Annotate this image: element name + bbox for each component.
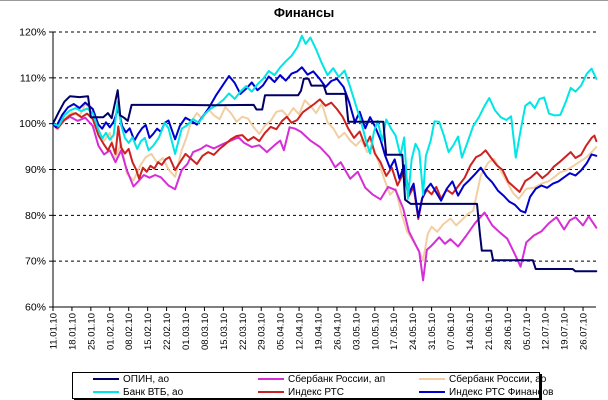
- series-line-4: [52, 66, 598, 219]
- x-tick-label: 28.06.10: [503, 313, 514, 350]
- x-tick-label: 11.01.10: [49, 313, 60, 349]
- x-tick-label: 25.01.10: [86, 313, 97, 350]
- x-tick-label: 17.05.10: [389, 313, 400, 350]
- y-tick-label: 70%: [25, 256, 46, 268]
- legend-label: Сбербанк России, ао: [449, 373, 547, 385]
- series-line-2: [52, 115, 598, 282]
- chart-title: Финансы: [273, 5, 335, 20]
- x-tick-label: 07.06.10: [446, 313, 457, 350]
- x-tick-label: 15.02.10: [143, 313, 154, 350]
- legend-item: Индекс РТС: [258, 387, 419, 398]
- y-tick-label: 60%: [25, 302, 46, 314]
- x-tick-label: 08.02.10: [124, 313, 135, 350]
- series-line-6: [52, 77, 598, 273]
- legend-line-sample-vtb: [93, 391, 119, 393]
- legend-line-sample-rts: [258, 391, 284, 393]
- x-tick-label: 12.04.10: [295, 313, 306, 350]
- x-tick-label: 01.03.10: [181, 313, 192, 350]
- x-tick-label: 19.07.10: [560, 313, 571, 350]
- x-tick-label: 22.03.10: [238, 313, 249, 350]
- x-tick-label: 29.03.10: [257, 313, 268, 350]
- x-tick-label: 01.02.10: [105, 313, 116, 350]
- x-tick-label: 18.01.10: [67, 313, 78, 350]
- series-line-5: [52, 34, 598, 200]
- legend-line-sample-opin: [93, 378, 119, 380]
- x-tick-label: 05.07.10: [522, 313, 533, 350]
- y-tick-label: 100%: [19, 118, 46, 130]
- legend-label: ОПИН, ао: [123, 373, 170, 385]
- x-tick-label: 14.06.10: [465, 313, 476, 350]
- legend-label: Сбербанк России, ап: [288, 373, 386, 385]
- x-tick-label: 19.04.10: [314, 313, 325, 350]
- x-tick-label: 15.03.10: [219, 313, 230, 350]
- x-tick-label: 26.07.10: [579, 313, 590, 350]
- x-tick-label: 12.07.10: [541, 313, 552, 350]
- x-tick-label: 24.05.10: [408, 313, 419, 350]
- legend-item: Сбербанк России, ао: [419, 374, 553, 385]
- y-tick-label: 90%: [25, 164, 46, 176]
- y-tick-label: 120%: [19, 27, 46, 39]
- legend: ОПИН, ао Сбербанк России, ап Сбербанк Ро…: [72, 372, 553, 399]
- legend-line-sample-sberbank-ao: [419, 378, 445, 380]
- x-tick-label: 26.04.10: [332, 313, 343, 350]
- legend-line-sample-rts-fin: [419, 391, 445, 393]
- y-tick-label: 80%: [25, 210, 46, 222]
- legend-item: Сбербанк России, ап: [258, 374, 419, 385]
- series-line-3: [52, 98, 598, 220]
- legend-label: Индекс РТС Финансов: [449, 386, 554, 398]
- legend-item: ОПИН, ао: [93, 374, 258, 385]
- legend-label: Банк ВТБ, ао: [123, 386, 184, 398]
- x-tick-label: 31.05.10: [427, 313, 438, 350]
- x-tick-label: 22.02.10: [162, 313, 173, 350]
- y-tick-label: 110%: [20, 72, 46, 84]
- x-tick-label: 10.05.10: [370, 313, 381, 350]
- x-tick-label: 08.03.10: [200, 313, 211, 350]
- legend-item: Банк ВТБ, ао: [93, 387, 258, 398]
- legend-label: Индекс РТС: [288, 386, 344, 398]
- series-line-1: [52, 99, 598, 262]
- legend-line-sample-sberbank-ap: [258, 378, 284, 380]
- x-tick-label: 21.06.10: [484, 313, 495, 350]
- x-tick-label: 03.05.10: [351, 313, 362, 350]
- x-tick-label: 05.04.10: [276, 313, 287, 350]
- legend-item: Индекс РТС Финансов: [419, 387, 553, 398]
